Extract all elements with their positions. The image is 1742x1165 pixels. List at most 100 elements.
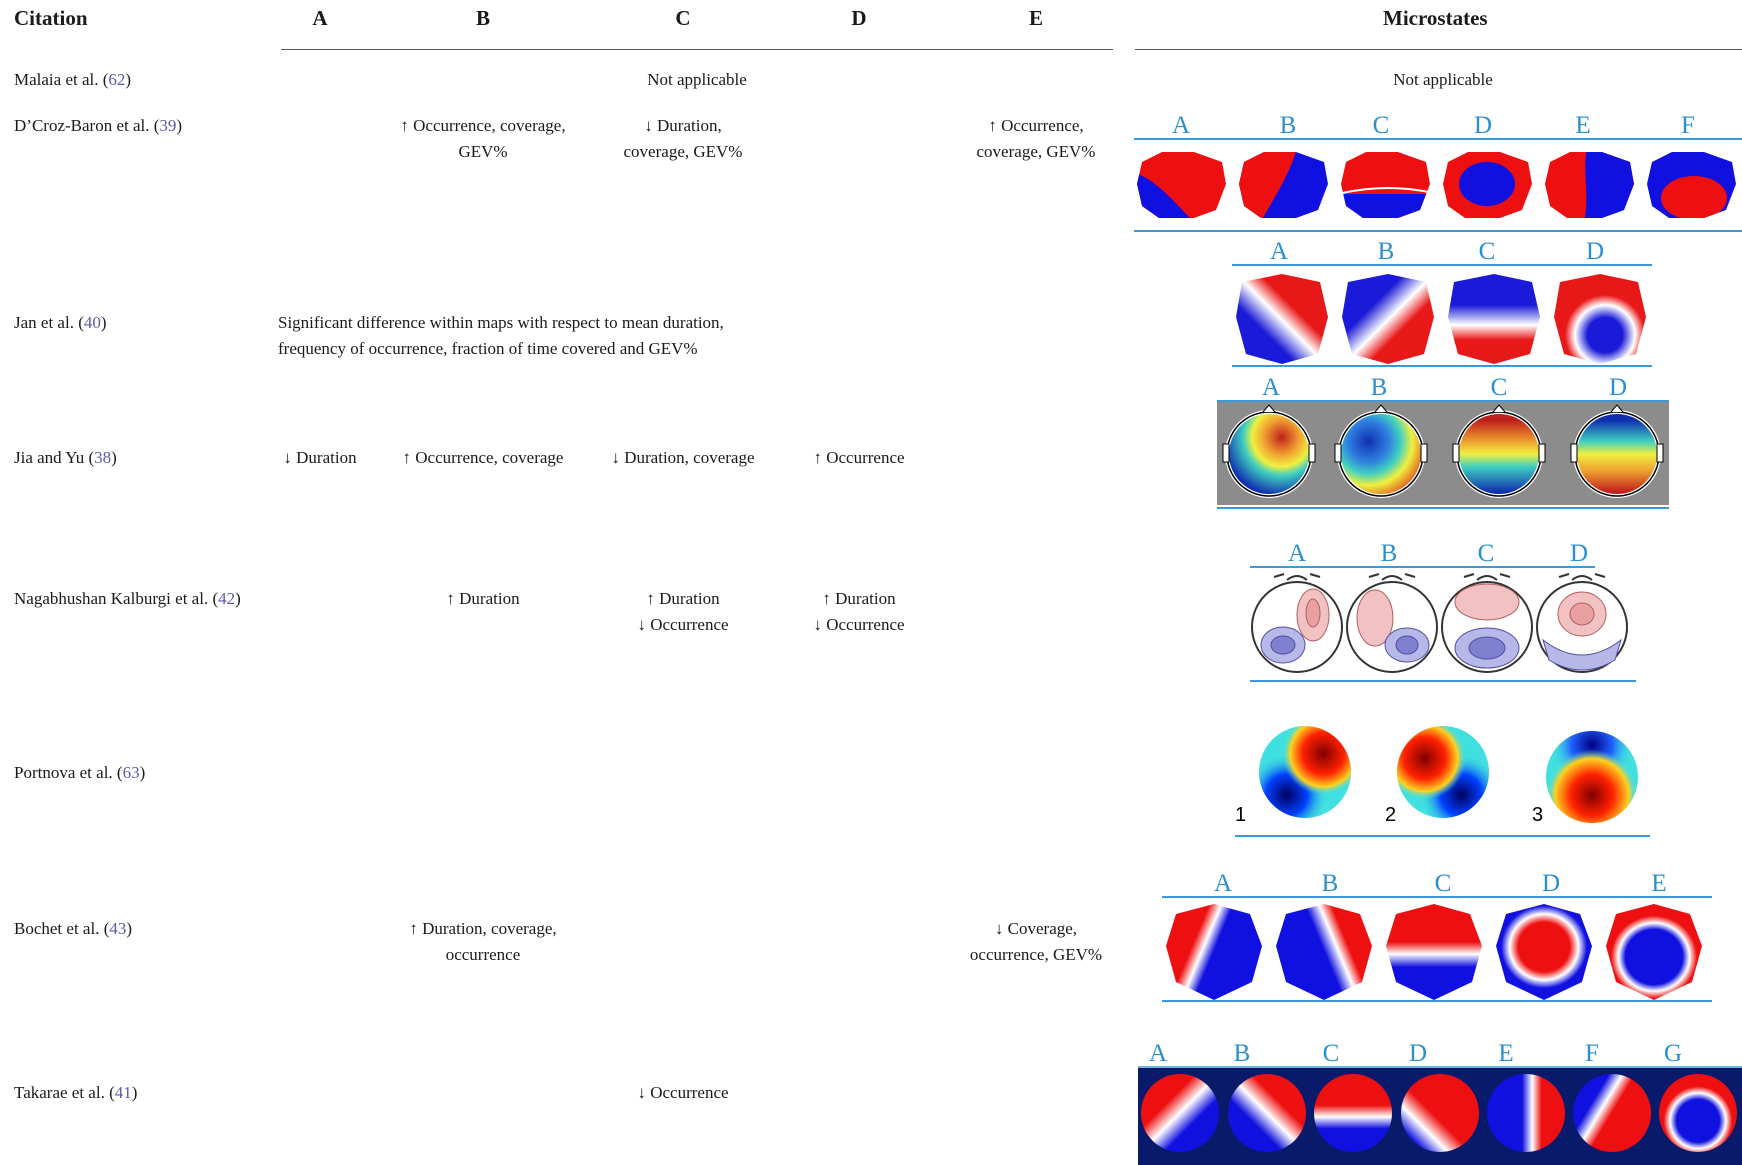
portnova-maps: 1 2 3: [1235, 726, 1638, 826]
ref-link[interactable]: 38: [94, 448, 112, 467]
citation-jia-yu: Jia and Yu (38): [14, 448, 117, 467]
ref-link[interactable]: 63: [122, 763, 140, 782]
map-a: [1137, 152, 1226, 218]
map-label: C: [1477, 540, 1495, 567]
map-c: [1386, 904, 1482, 1000]
ref-link[interactable]: 41: [114, 1083, 132, 1102]
map-rule-top: [1232, 264, 1652, 266]
map-label: B: [1370, 374, 1388, 401]
header-microstates: Microstates: [1383, 6, 1488, 30]
header-rule-left: [281, 49, 1113, 50]
map-c: [1314, 1074, 1392, 1152]
map-a: [1141, 1074, 1219, 1152]
map-rule-top: [1217, 400, 1669, 402]
map-rule-bottom: [1134, 230, 1742, 232]
citation-portnova: Portnova et al. (63): [14, 763, 146, 782]
takarae-microstate-figure: A B C D E F G: [1138, 1040, 1742, 1165]
map-label: B: [1377, 238, 1395, 265]
dcroz-microstate-figure: A B C D E F: [1134, 112, 1742, 236]
map-label: B: [1321, 870, 1339, 897]
jia-d-cell: ↑ Occurrence: [813, 448, 905, 467]
map-rule-bottom: [1250, 680, 1636, 682]
ref-link[interactable]: 40: [83, 313, 101, 332]
map-rule-top: [1250, 566, 1595, 568]
jia-a-cell: ↓ Duration: [283, 448, 357, 467]
map-b: [1276, 904, 1372, 1000]
dcroz-c-cell: ↓ Duration, coverage, GEV%: [623, 116, 743, 161]
map-e: [1487, 1074, 1565, 1152]
map-g: [1659, 1074, 1737, 1152]
map-label: E: [1498, 1040, 1514, 1067]
map-a: [1222, 404, 1316, 498]
map-label: A: [1269, 238, 1289, 265]
map-label: D: [1585, 238, 1605, 265]
map-a: [1166, 904, 1262, 1000]
malaia-micro-not-applicable: Not applicable: [1393, 70, 1493, 89]
map-c: [1452, 404, 1546, 498]
jan-microstate-figure: A B C D: [1232, 238, 1652, 368]
map-label: F: [1681, 112, 1695, 139]
map-b: [1228, 1074, 1306, 1152]
map-rule-bottom: [1217, 507, 1669, 509]
naga-c-cell: ↑ Duration ↓ Occurrence: [637, 589, 729, 634]
map-c: [1341, 152, 1430, 218]
citation-bochet: Bochet et al. (43): [14, 919, 133, 938]
ref-link[interactable]: 43: [109, 919, 127, 938]
bochet-e-cell: ↓ Coverage, occurrence, GEV%: [969, 919, 1103, 964]
malaia-not-applicable: Not applicable: [647, 70, 747, 89]
map-d: [1536, 573, 1628, 673]
header-rule-right: [1135, 49, 1742, 50]
map-d: [1554, 274, 1646, 364]
map-label: D: [1541, 870, 1561, 897]
dcroz-maps: [1137, 152, 1736, 218]
map-label: A: [1213, 870, 1233, 897]
naga-d-cell: ↑ Duration ↓ Occurrence: [813, 589, 905, 634]
map-2: [1397, 726, 1489, 818]
map-label: E: [1575, 112, 1591, 139]
map-label: G: [1663, 1040, 1683, 1067]
jia-maps: [1217, 402, 1669, 505]
citation-malaia: Malaia et al. (62): [14, 70, 132, 89]
map-b: [1342, 274, 1434, 364]
bochet-b-cell: ↑ Duration, coverage, occurrence: [409, 919, 557, 964]
map-a: [1236, 274, 1328, 364]
jia-c-cell: ↓ Duration, coverage: [611, 448, 755, 467]
map-3: [1546, 731, 1638, 823]
ref-link[interactable]: 39: [159, 116, 177, 135]
jan-maps: [1236, 274, 1646, 364]
map-d: [1401, 1074, 1479, 1152]
header-e: E: [1028, 6, 1043, 30]
ref-link[interactable]: 42: [218, 589, 236, 608]
map-label: A: [1287, 540, 1307, 567]
naga-microstate-figure: A B C D: [1250, 540, 1636, 686]
ref-link[interactable]: 62: [108, 70, 126, 89]
header-d: D: [851, 6, 867, 30]
map-1: [1259, 726, 1351, 818]
map-number: 2: [1385, 804, 1396, 826]
citation-dcroz-baron: D’Croz-Baron et al. (39): [14, 116, 183, 135]
map-e: [1606, 904, 1702, 1000]
map-rule-bottom: [1235, 835, 1650, 837]
map-label: C: [1322, 1040, 1340, 1067]
map-rule-top: [1162, 896, 1712, 898]
map-label: D: [1408, 1040, 1428, 1067]
map-number: 1: [1235, 804, 1246, 826]
citation-takarae: Takarae et al. (41): [14, 1083, 138, 1102]
map-label: B: [1279, 112, 1297, 139]
map-label: D: [1569, 540, 1589, 567]
map-label: C: [1478, 238, 1496, 265]
map-a: [1251, 573, 1343, 673]
map-b: [1334, 404, 1428, 498]
map-e: [1545, 152, 1634, 218]
map-f: [1647, 152, 1736, 218]
dcroz-b-cell: ↑ Occurrence, coverage, GEV%: [400, 116, 566, 161]
map-label: A: [1261, 374, 1281, 401]
naga-maps: [1251, 573, 1628, 673]
map-d: [1443, 152, 1532, 218]
map-label: B: [1380, 540, 1398, 567]
map-label: C: [1434, 870, 1452, 897]
takarae-c-cell: ↓ Occurrence: [637, 1083, 729, 1102]
map-c: [1441, 573, 1533, 673]
map-label: A: [1148, 1040, 1168, 1067]
jan-span-cell: Significant difference within maps with …: [278, 313, 724, 358]
